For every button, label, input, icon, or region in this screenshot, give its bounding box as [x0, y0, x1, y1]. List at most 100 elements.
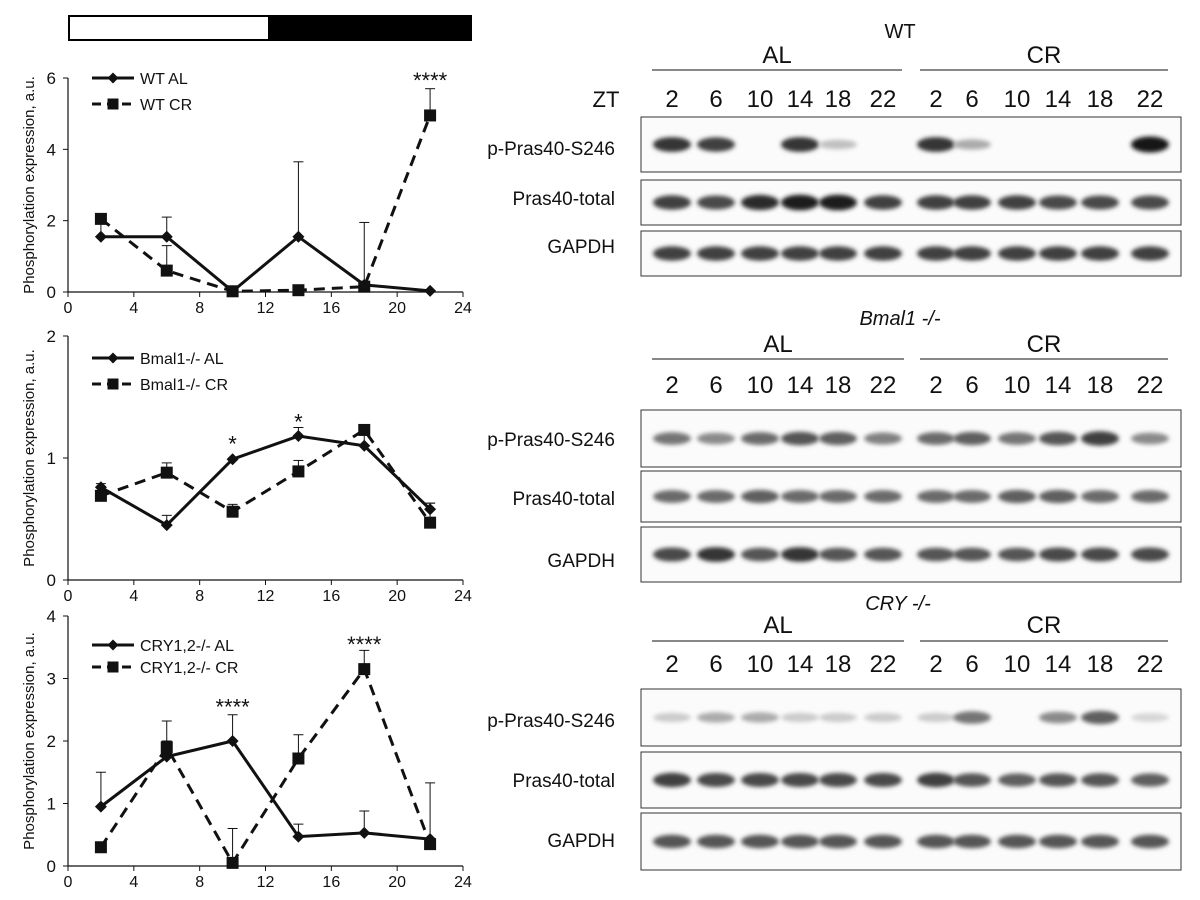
group-label-cr: CR [1027, 612, 1062, 639]
blot-band [1131, 773, 1169, 787]
data-point [226, 505, 239, 518]
series-line [100, 434, 432, 527]
blot-row-label: GAPDH [547, 237, 615, 258]
lane-label: 22 [1137, 86, 1164, 113]
x-tick-label: 4 [129, 300, 138, 317]
legend-label: WT CR [140, 97, 192, 114]
x-tick-label: 8 [195, 300, 204, 317]
blot-band [917, 195, 955, 210]
lane-label: 10 [1004, 651, 1031, 678]
blot-band [1039, 834, 1077, 849]
group-label-cr: CR [1027, 331, 1062, 358]
blot-band [741, 432, 779, 445]
data-point [226, 453, 239, 466]
legend-label: CRY1,2-/- AL [140, 638, 234, 655]
blot-row-1: p-Pras40-S246 [487, 116, 1182, 173]
blot-band [781, 547, 819, 562]
data-point [292, 430, 305, 443]
blot-band [1039, 773, 1077, 787]
lane-label: 18 [825, 86, 852, 113]
blot-band [998, 834, 1036, 849]
blot-band [953, 834, 991, 849]
group-label-al: AL [762, 42, 791, 69]
blot-band [1081, 547, 1119, 562]
data-point [226, 735, 239, 747]
blot-band [864, 547, 902, 562]
data-point [94, 489, 107, 502]
blot-row-2: Pras40-total [513, 470, 1182, 523]
blot-panel-2: Bmal1 -/-AL CR2 6 10 14 18 22 2 6 10 14 18 22p-Pras4… [487, 308, 1182, 583]
blot-band [819, 194, 857, 211]
blot-band [781, 194, 819, 211]
blot-band [1131, 490, 1169, 503]
lane-label: 18 [825, 651, 852, 678]
lane-label: 10 [747, 372, 774, 399]
significance-marker: * [294, 409, 303, 434]
blot-band [697, 547, 735, 562]
blot-band [741, 834, 779, 849]
blot-band [819, 246, 857, 261]
blot-band [1131, 432, 1169, 445]
x-tick-label: 0 [64, 300, 73, 317]
legend-marker [107, 378, 119, 390]
data-point [358, 439, 371, 452]
blot-row-label: p-Pras40-S246 [487, 711, 615, 732]
legend-marker [107, 98, 119, 110]
blot-row-1: p-Pras40-S246 [487, 409, 1182, 468]
lane-label: 14 [787, 372, 814, 399]
blot-band [741, 547, 779, 562]
blot-band [819, 547, 857, 562]
blot-band [917, 490, 955, 503]
data-point [160, 264, 173, 277]
blot-band [653, 137, 691, 152]
blot-band [1039, 711, 1077, 724]
lane-label: 22 [870, 372, 897, 399]
lane-label: 6 [709, 372, 722, 399]
blot-band [653, 547, 691, 562]
y-tick-label: 1 [47, 449, 56, 468]
blot-band [819, 431, 857, 446]
data-point [94, 800, 107, 813]
legend-label: Bmal1-/- AL [140, 351, 224, 368]
blot-band [864, 712, 902, 723]
blot-row-label: Pras40-total [513, 489, 615, 510]
series-line [99, 114, 432, 293]
blot-band [953, 490, 991, 503]
blot-band [653, 772, 691, 788]
blot-band [917, 137, 955, 152]
blot-band [1131, 834, 1169, 849]
lane-label: 6 [965, 651, 978, 678]
y-axis-label: Phosphorylation expression, a.u. [21, 349, 38, 567]
lane-label: 2 [665, 651, 678, 678]
lane-label: 6 [709, 651, 722, 678]
series-1 [94, 427, 437, 532]
x-tick-label: 24 [454, 588, 472, 605]
blot-row-2: Pras40-total [513, 751, 1182, 809]
blot-row-1: p-Pras40-S246 [487, 688, 1182, 747]
series-line [100, 234, 431, 294]
blot-band [953, 246, 991, 261]
lane-label: 18 [1087, 651, 1114, 678]
group-label-al: AL [763, 331, 792, 358]
blot-band [1081, 773, 1119, 787]
blot-band [781, 490, 819, 503]
series-2 [94, 649, 437, 869]
y-tick-label: 0 [47, 283, 56, 302]
x-tick-label: 16 [322, 588, 340, 605]
data-point [292, 465, 305, 478]
blot-band [697, 834, 735, 849]
blot-band [1081, 834, 1119, 849]
blot-band [1131, 547, 1169, 562]
x-tick-label: 8 [195, 588, 204, 605]
blot-band [781, 137, 819, 152]
blot-title: WT [884, 21, 915, 43]
data-point [226, 285, 239, 298]
y-tick-label: 2 [47, 732, 56, 751]
x-tick-label: 4 [129, 588, 138, 605]
blot-band [917, 834, 955, 849]
blot-band [1039, 489, 1077, 504]
blot-row-2: Pras40-total [513, 179, 1182, 226]
significance-marker: * [228, 431, 237, 456]
